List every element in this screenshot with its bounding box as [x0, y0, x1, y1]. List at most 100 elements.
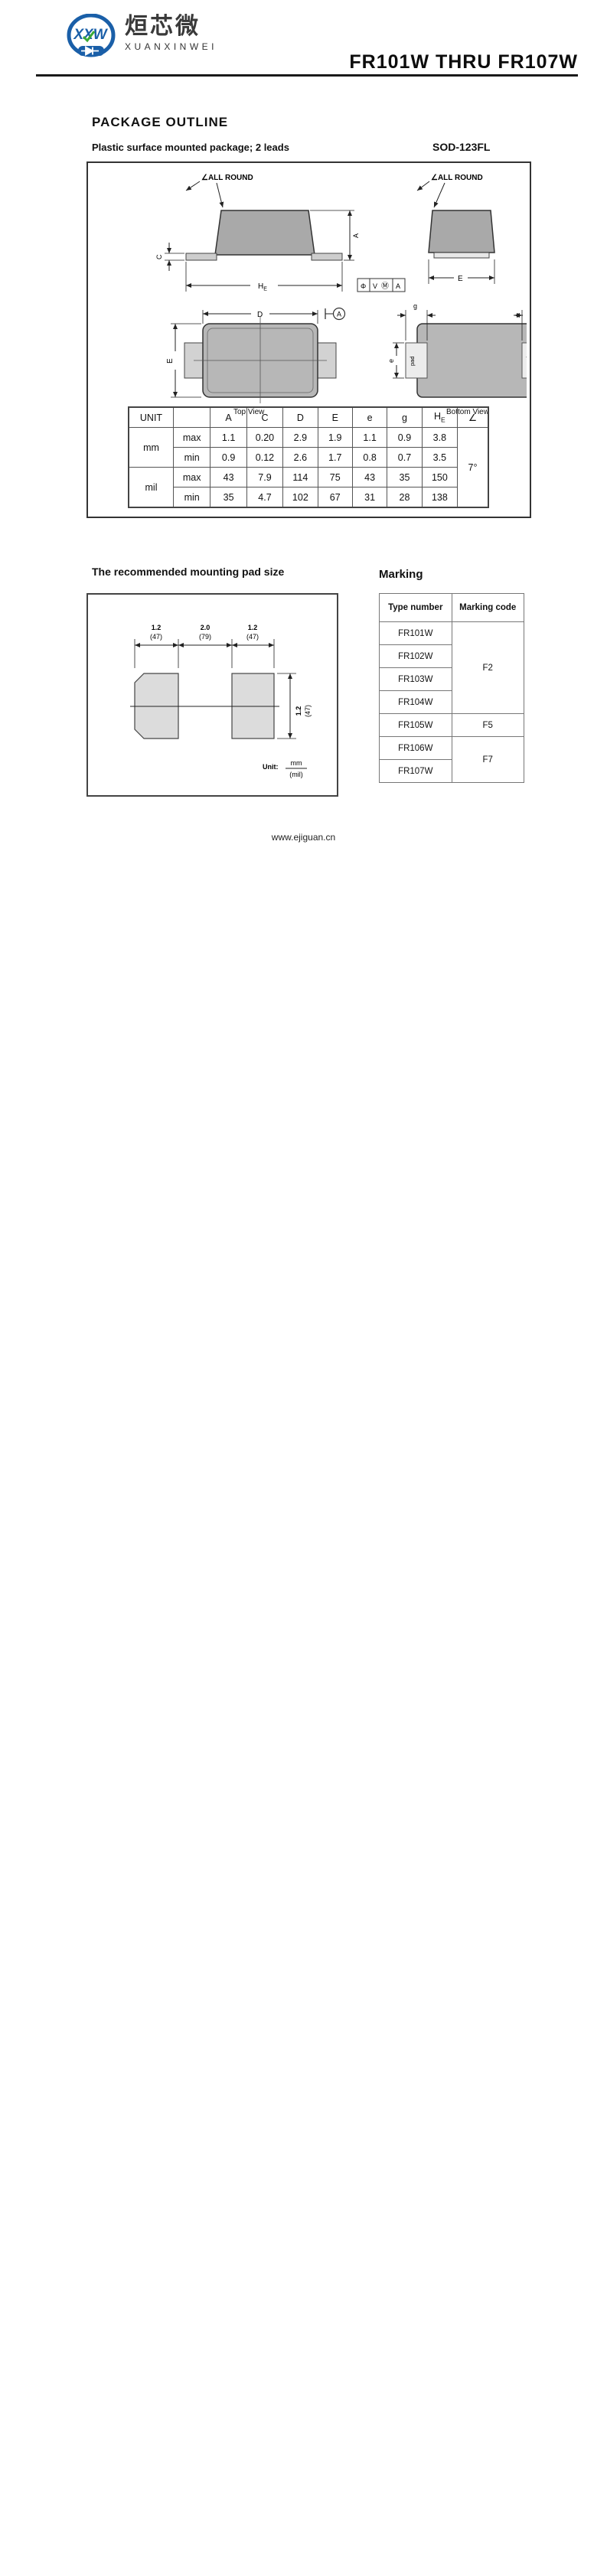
minmax-cell: max: [172, 427, 211, 448]
type-number-cell: FR104W: [379, 690, 452, 714]
dim-value-cell: 7.9: [246, 467, 284, 487]
part-number-title: FR101W THRU FR107W: [349, 51, 578, 73]
package-outline-drawing: ∠ALL ROUND C A HE: [155, 174, 544, 403]
minmax-cell: min: [172, 487, 211, 508]
dim-value-cell: 0.9: [210, 447, 247, 468]
type-number-cell: FR101W: [379, 621, 452, 645]
marking-code-cell: F2: [451, 621, 524, 714]
pad-dim-mm: 1.2: [152, 624, 162, 631]
dim-value-cell: 75: [317, 467, 353, 487]
dim-value-cell: 31: [351, 487, 388, 508]
dim-value-cell: 1.1: [351, 427, 388, 448]
dim-value-cell: 67: [317, 487, 353, 508]
dim-g-label: g: [413, 302, 417, 310]
dim-value-cell: 35: [210, 487, 247, 508]
logo-mark-icon: XXW: [67, 14, 116, 57]
unit-col-header: UNIT: [128, 406, 174, 428]
dim-C-label: C: [155, 254, 163, 259]
dim-value-cell: 0.20: [246, 427, 284, 448]
logo-chinese-name: 烜芯微: [125, 14, 201, 39]
dim-A-label: A: [352, 233, 360, 238]
table-row: FR107W: [379, 759, 524, 783]
unit-denominator: (mil): [289, 771, 303, 778]
pad-dim-mm: 2.0: [201, 624, 210, 631]
marking-heading: Marking: [379, 568, 423, 581]
dim-value-cell: 0.8: [351, 447, 388, 468]
dim-value-cell: 0.9: [387, 427, 423, 448]
dim-value-cell: 138: [421, 487, 459, 508]
pad-label: pad: [525, 356, 527, 366]
dim-value-cell: 150: [421, 467, 459, 487]
mounting-pad-drawing: 1.2 (47) 2.0 (79) 1.2 (47) 1.2 (47) Unit…: [130, 624, 312, 778]
dim-value-cell: 114: [282, 467, 318, 487]
table-row: FR102W: [379, 644, 524, 668]
minmax-cell: min: [172, 447, 211, 468]
dim-value-cell: 3.5: [421, 447, 459, 468]
pad-side-dim-mil: (47): [304, 705, 312, 717]
dim-value-cell: 4.7: [246, 487, 284, 508]
table-row: FR105W F5: [379, 713, 524, 737]
dim-value-cell: 2.6: [282, 447, 318, 468]
header-rule: [36, 74, 578, 77]
dim-col-header: ∠: [457, 406, 489, 428]
marking-code-cell: F5: [451, 713, 524, 737]
angle-cell: 7°: [457, 427, 489, 508]
table-row: FR106W F7: [379, 736, 524, 783]
table-row: min 35 4.7 102 67 31 28 138: [129, 487, 488, 508]
dim-E-label: E: [166, 358, 175, 364]
dim-col-header: g: [387, 406, 423, 428]
marking-table: Type number Marking code FR101W F2 FR102W FR1…: [379, 593, 524, 783]
dim-col-header: E: [317, 406, 353, 428]
dim-value-cell: 43: [210, 467, 247, 487]
dim-col-header: D: [282, 406, 318, 428]
marking-code-cell: F7: [451, 736, 524, 783]
dim-HE-label: HE: [258, 282, 267, 292]
feature-control-frame: Φ V Ⓜ A: [357, 278, 406, 292]
package-name: SOD-123FL: [432, 141, 491, 153]
pad-dim-mil: (47): [246, 633, 259, 641]
unit-numerator: mm: [291, 759, 302, 767]
pad-dim-mm: 1.2: [248, 624, 258, 631]
pad-dim-mil: (47): [150, 633, 162, 641]
svg-text:Φ: Φ: [361, 282, 366, 290]
svg-text:V: V: [373, 282, 377, 290]
blank-header: [172, 406, 211, 428]
dim-value-cell: 1.9: [317, 427, 353, 448]
page-3: XXW 烜芯微 XUANXINWEI FR101W THRU FR107W PA…: [0, 0, 607, 859]
dim-value-cell: 0.12: [246, 447, 284, 468]
type-number-cell: FR107W: [379, 759, 452, 783]
mounting-pad-box: 1.2 (47) 2.0 (79) 1.2 (47) 1.2 (47) Unit…: [86, 593, 338, 797]
page-header: XXW 烜芯微 XUANXINWEI FR101W THRU FR107W: [36, 14, 578, 73]
dim-value-cell: 102: [282, 487, 318, 508]
type-number-cell: FR106W: [379, 736, 452, 760]
footer-website: www.ejiguan.cn: [271, 832, 336, 843]
pad-label: pad: [409, 356, 416, 366]
dim-value-cell: 0.7: [387, 447, 423, 468]
company-logo: XXW 烜芯微 XUANXINWEI: [67, 14, 217, 63]
package-outline-subtitle: Plastic surface mounted package; 2 leads: [92, 142, 289, 153]
dim-value-cell: 28: [387, 487, 423, 508]
package-outline-box: ∠ALL ROUND C A HE: [86, 161, 544, 518]
type-number-cell: FR102W: [379, 644, 452, 668]
svg-text:A: A: [396, 282, 400, 290]
marking-col-header: Type number: [379, 593, 452, 622]
dim-col-header: C: [246, 406, 284, 428]
pad-dim-mil: (79): [199, 633, 211, 641]
dim-value-cell: 1.7: [317, 447, 353, 468]
unit-group-cell: mil: [128, 467, 174, 508]
dim-E-label: E: [458, 275, 463, 283]
dim-col-header: e: [351, 406, 388, 428]
dim-D-label: D: [257, 311, 263, 319]
dim-value-cell: 3.8: [421, 427, 459, 448]
all-round-label: ∠ALL ROUND: [431, 174, 483, 182]
unit-label: Unit:: [263, 763, 279, 771]
dim-col-header: A: [210, 406, 247, 428]
svg-text:Ⓜ: Ⓜ: [381, 282, 389, 291]
type-number-cell: FR103W: [379, 667, 452, 691]
dim-e-label: e: [387, 359, 395, 363]
type-number-cell: FR105W: [379, 713, 452, 737]
minmax-cell: max: [172, 467, 211, 487]
logo-english-name: XUANXINWEI: [125, 41, 218, 52]
table-row: mil max 43 7.9 114 75 43 35 150: [128, 467, 488, 508]
